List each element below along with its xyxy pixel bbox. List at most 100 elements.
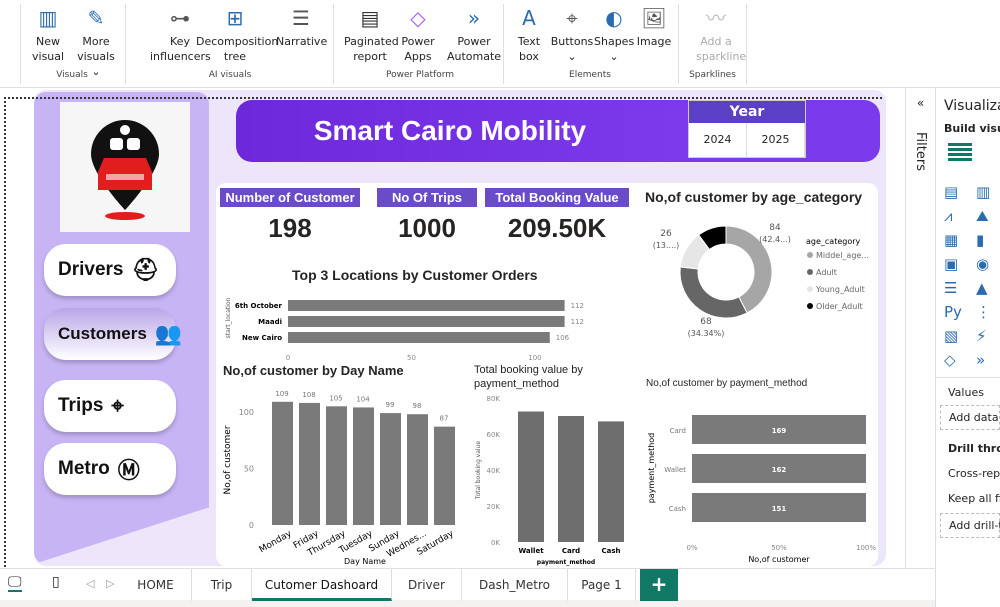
key-influencers-icon: ⊶ — [170, 5, 190, 30]
image-icon: 🖼 — [641, 5, 667, 30]
more-visuals-button[interactable]: ✎ More visuals ⌄ — [74, 4, 118, 79]
build-visual-label[interactable]: Build visua — [944, 122, 1000, 135]
button-label: Paginated — [344, 35, 399, 48]
card-icon[interactable]: ☰ — [944, 279, 958, 297]
legend-item: Middel_age... — [816, 251, 869, 260]
page-tab[interactable]: Trip — [192, 569, 252, 601]
nav-metro-button[interactable]: Metro Ⓜ — [44, 443, 176, 495]
year-option-2024[interactable]: 2024 — [689, 123, 747, 157]
area-chart-icon[interactable]: ⛰ — [976, 207, 989, 225]
route-icon: ⌖ — [111, 393, 124, 418]
bar-chart-icon[interactable]: ▤ — [944, 183, 959, 201]
waterfall-chart-icon[interactable]: ▮ — [976, 231, 985, 249]
paginated-icon[interactable]: ▧ — [944, 327, 959, 345]
shapes-button[interactable]: ◐ Shapes ⌄ — [594, 4, 634, 64]
ribbon-group-label: Power Platform — [385, 70, 455, 80]
buttons-icon: ⌖ — [566, 5, 578, 30]
text-box-button[interactable]: A Text box — [512, 4, 546, 64]
collapse-icon[interactable]: « — [916, 96, 925, 110]
add-drill-through-field[interactable]: Add drill-t — [940, 513, 1000, 538]
page-tab[interactable]: Dash_Metro — [462, 569, 568, 601]
filters-label[interactable]: Filters — [913, 132, 928, 171]
next-page-icon[interactable]: ▷ — [106, 577, 115, 590]
bar — [598, 421, 624, 542]
nav-label: Trips — [58, 395, 104, 416]
bar — [558, 416, 584, 542]
new-visual-icon: ▥ — [38, 5, 58, 30]
bar — [326, 406, 347, 525]
power-automate-button[interactable]: » Power Automate — [446, 4, 502, 64]
customers-by-payment-chart[interactable]: payment_method Card 169 Wallet 162 Cash 151 0% 5… — [640, 400, 880, 568]
table-visual-icon[interactable] — [948, 143, 972, 161]
legend-marker — [807, 252, 813, 258]
keep-all-filters-toggle[interactable]: Keep all fil — [948, 492, 1000, 505]
category-label: Monday — [258, 529, 294, 556]
cross-report-toggle[interactable]: Cross-repo — [948, 467, 1000, 480]
filters-pane[interactable]: « Filters — [905, 88, 935, 568]
button-label: sparkline — [696, 50, 747, 63]
ribbon-group-label: AI visuals — [208, 70, 252, 80]
day-name-chart[interactable]: No,of customer050100109Monday108Friday10… — [220, 380, 470, 568]
treemap-icon[interactable]: ▣ — [944, 255, 959, 273]
kpi-value: 209.50K — [507, 213, 607, 243]
kpi-value: 198 — [268, 213, 312, 243]
smart-narrative-icon[interactable]: ⚡ — [976, 327, 987, 345]
paginated-report-button[interactable]: ▤ Paginated report — [344, 4, 399, 64]
map-icon[interactable]: ◉ — [976, 255, 990, 273]
mobile-view-icon[interactable]: ▯ — [52, 574, 60, 590]
decomposition-tree-button[interactable]: ⊞ Decomposition tree — [196, 4, 278, 64]
add-data-field[interactable]: Add data — [940, 405, 1000, 430]
sparkline-icon: 〰 — [706, 5, 726, 30]
category-label: Maadi — [258, 318, 282, 326]
text-box-icon: A — [522, 5, 536, 30]
column-chart-icon[interactable]: ▥ — [976, 183, 991, 201]
new-visual-button[interactable]: ▥ New visual — [32, 4, 64, 64]
tick-label: 0% — [686, 544, 697, 552]
desktop-view-icon[interactable]: 🖵 — [8, 574, 22, 592]
nav-trips-button[interactable]: Trips ⌖ — [44, 380, 176, 432]
visualizations-pane: Visualiza Build visua ▤▥⩘⛰▦▮▣◉☰▲Py⋮▧⚡◇» … — [935, 88, 1000, 607]
page-tab[interactable]: Cutomer Dashoard — [252, 569, 392, 601]
kpi-label: Number of Customer — [220, 188, 360, 207]
page-tabs-bar: 🖵 ▯ ◁ ▷ HOME Trip Cutomer Dashoard Driver Da… — [0, 568, 935, 601]
page-tab[interactable]: Page 1 — [568, 569, 636, 601]
ribbon-divider — [20, 4, 21, 84]
power-apps-icon[interactable]: ◇ — [944, 351, 956, 369]
nav-customers-button[interactable]: Customers 👥 — [44, 308, 182, 360]
button-label: Text — [517, 35, 541, 48]
line-chart-icon[interactable]: ⩘ — [944, 207, 953, 225]
sparkline-button[interactable]: 〰 Add a sparkline — [696, 4, 747, 64]
nav-drivers-button[interactable]: Drivers ⛑ — [44, 244, 176, 296]
ribbon-chart-icon[interactable]: ▦ — [944, 231, 959, 249]
image-button[interactable]: 🖼 Image — [636, 4, 672, 49]
axis-label: payment_method — [537, 559, 595, 566]
add-page-button[interactable]: + — [640, 569, 678, 601]
category-label: 6th October — [235, 302, 283, 310]
data-label: (42.4...) — [759, 235, 791, 244]
page-tab[interactable]: HOME — [120, 569, 192, 601]
data-label: 162 — [772, 466, 787, 474]
buttons-button[interactable]: ⌖ Buttons ⌄ — [550, 4, 594, 64]
key-influencers-button[interactable]: ⊶ Key influencers — [150, 4, 211, 64]
canvas-selection-border — [4, 97, 882, 567]
prev-page-icon[interactable]: ◁ — [86, 577, 95, 590]
power-automate-icon[interactable]: » — [976, 351, 986, 369]
top-locations-chart[interactable]: start_location 6th October 112 Maadi 112 New … — [222, 288, 622, 363]
tick-label: 50% — [771, 544, 787, 552]
kpi-icon[interactable]: ▲ — [976, 279, 988, 297]
nav-label: Customers — [58, 324, 147, 343]
booking-by-payment-chart[interactable]: Total booking value 0K 20K 40K 60K 80K Wallet C… — [472, 390, 632, 568]
tick-label: 50 — [407, 354, 416, 362]
power-apps-button[interactable]: ◇ Power Apps — [400, 4, 436, 64]
age-category-donut[interactable]: 84 (42.4...) 68 (34.34%) 26 (13....) age_categ… — [640, 210, 880, 350]
key-influencers-icon[interactable]: ⋮ — [976, 303, 991, 321]
data-label: 105 — [329, 394, 342, 402]
drill-through-label: Drill throu — [948, 442, 1000, 455]
narrative-button[interactable]: ☰ Narrative — [276, 4, 327, 49]
year-option-2025[interactable]: 2025 — [747, 123, 805, 157]
year-slicer[interactable]: Year 2024 2025 — [688, 100, 806, 158]
python-visual-icon[interactable]: Py — [944, 303, 962, 321]
bar — [288, 332, 550, 343]
ribbon-divider — [503, 4, 504, 84]
page-tab[interactable]: Driver — [392, 569, 462, 601]
